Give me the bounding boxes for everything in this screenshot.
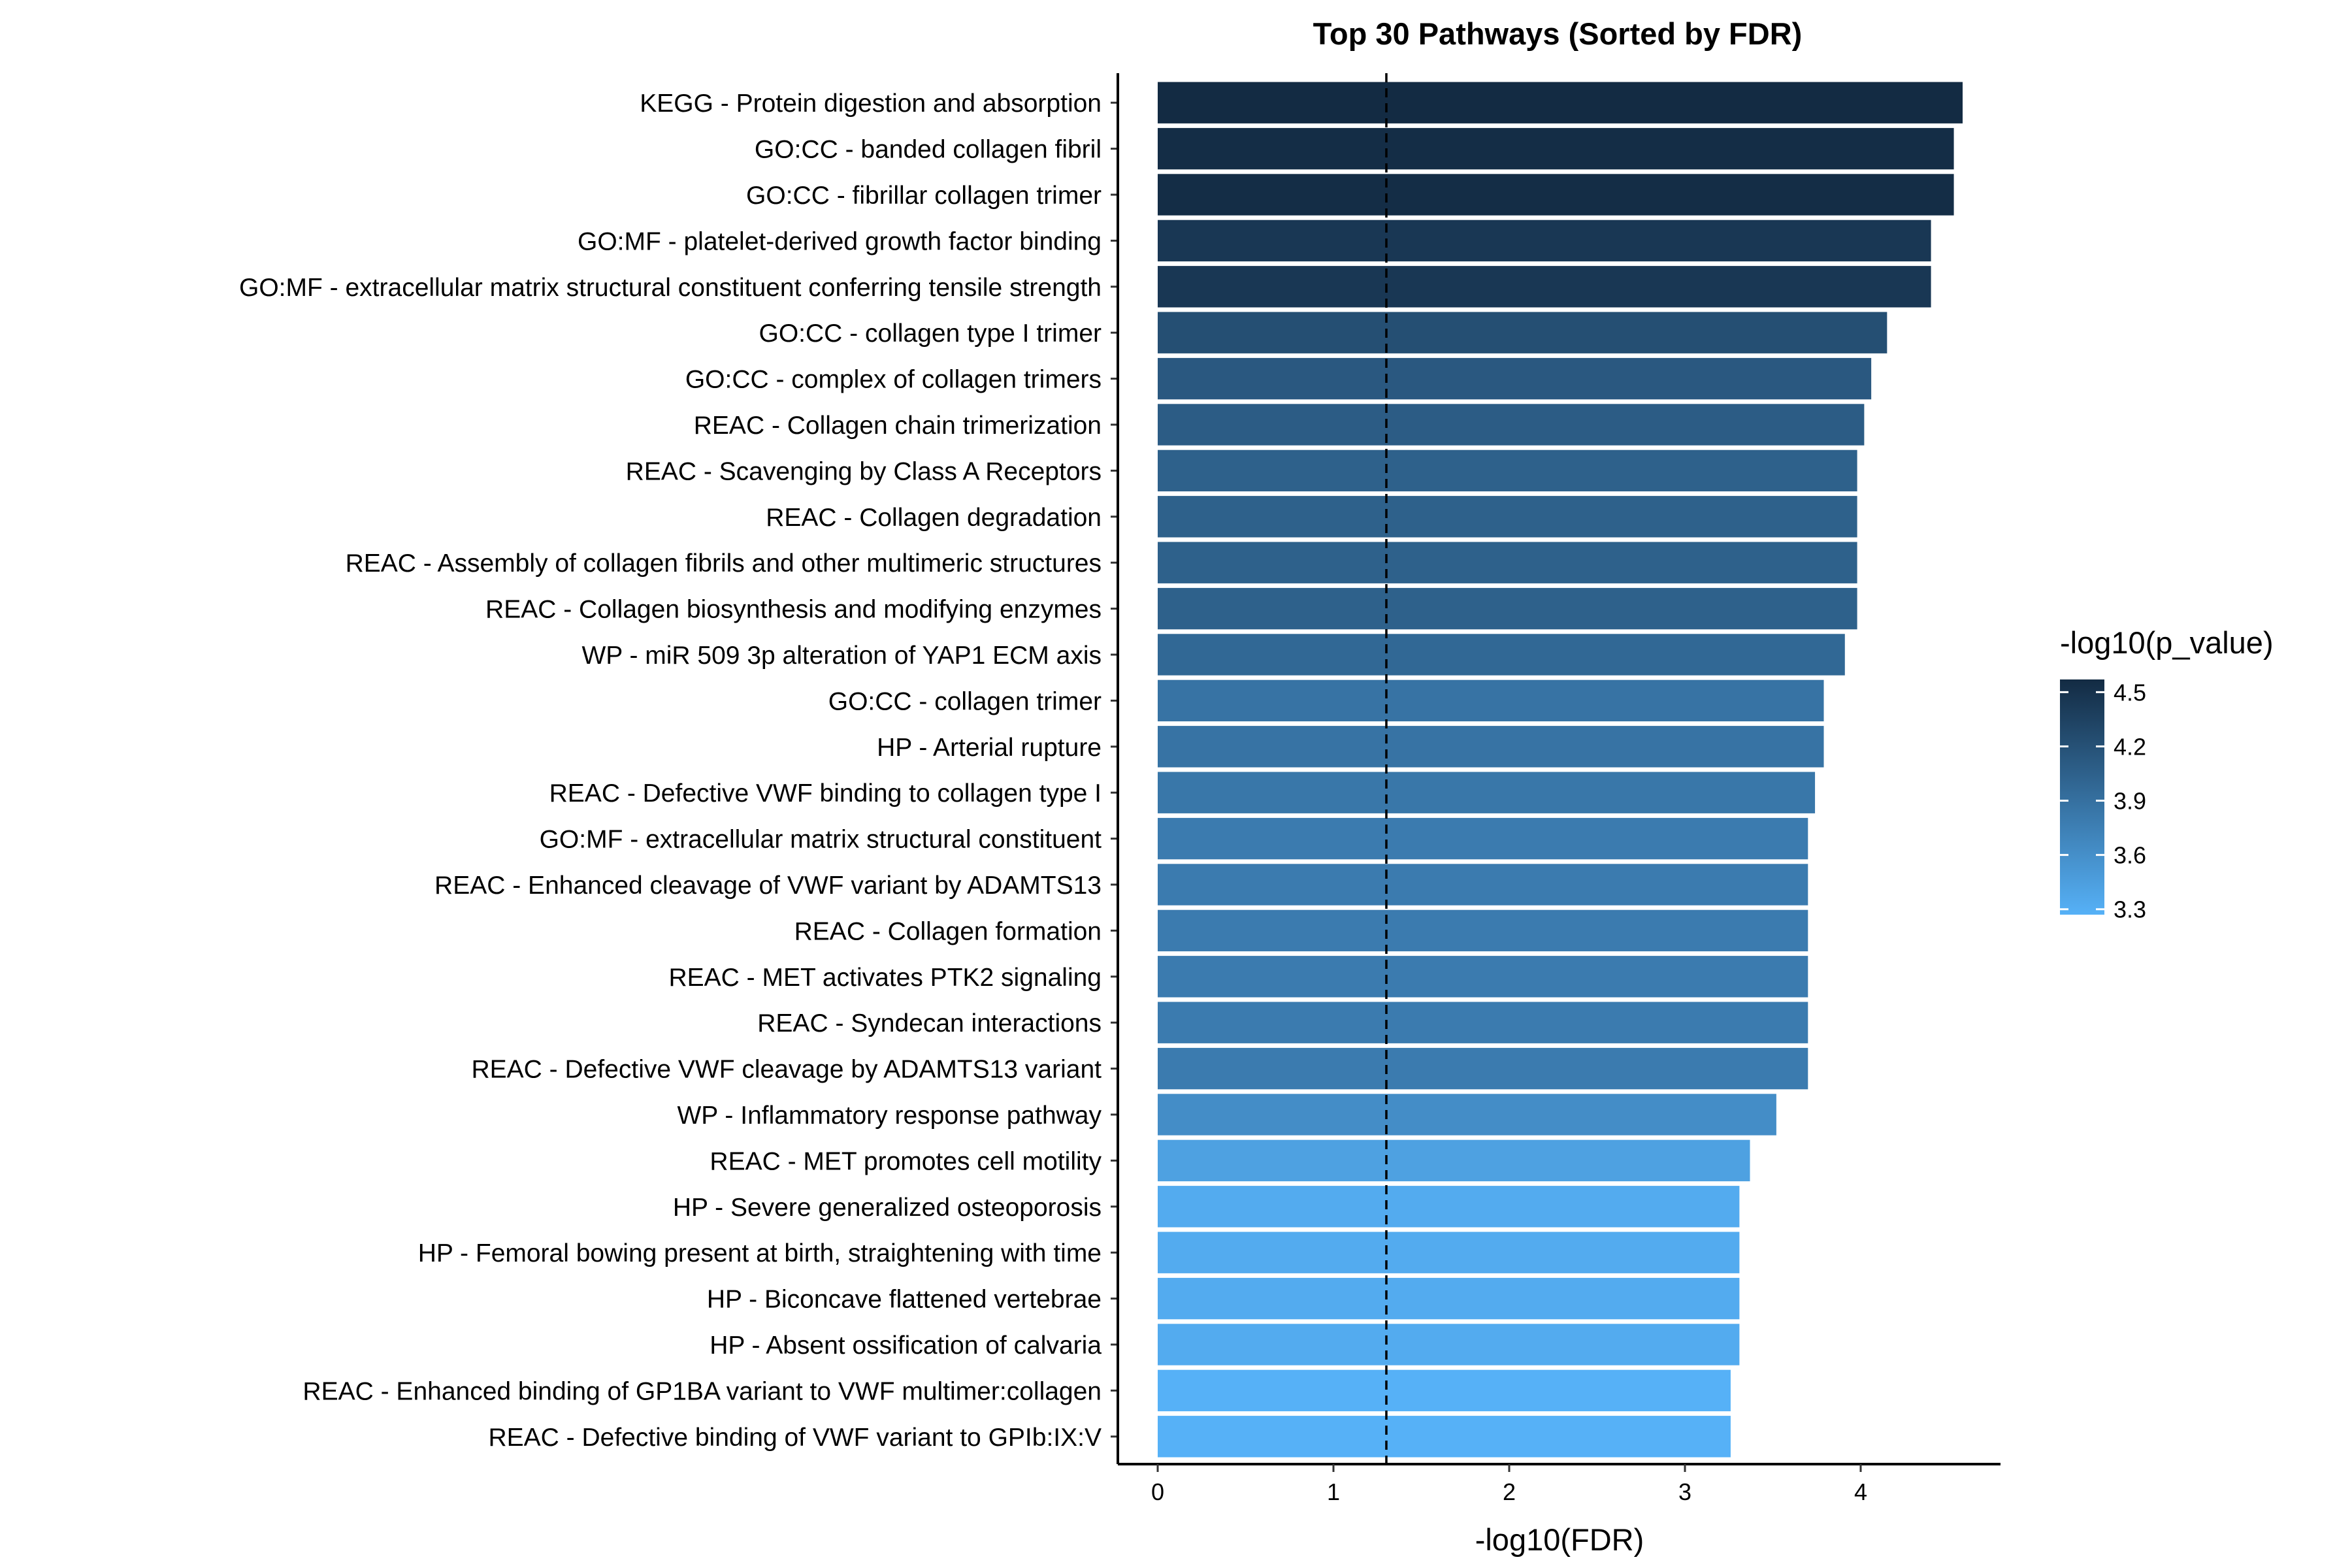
bar-28 [1158,1324,1740,1365]
category-label-19: REAC - Collagen formation [794,917,1102,945]
bar-13 [1158,634,1845,676]
bar-24 [1158,1139,1750,1182]
category-label-22: REAC - Defective VWF cleavage by ADAMTS1… [471,1056,1102,1084]
category-labels: KEGG - Protein digestion and absorption G… [239,90,1118,1452]
category-label-24: REAC - MET promotes cell motility [710,1147,1102,1175]
bar-25 [1158,1186,1740,1228]
colorbar-legend: -log10(p_value) 4.5 4.2 3.9 3.6 3.3 [2060,625,2274,923]
x-tick-label-2: 2 [1503,1478,1516,1505]
x-axis-ticks: 0 1 2 3 4 [1151,1464,1867,1505]
category-label-10: REAC - Collagen degradation [766,504,1102,532]
category-label-14: GO:CC - collagen trimer [828,687,1102,715]
legend-title: -log10(p_value) [2060,625,2274,660]
bar-17 [1158,817,1808,860]
bar-3 [1158,174,1954,216]
chart-title: Top 30 Pathways (Sorted by FDR) [1313,16,1803,51]
bar-7 [1158,357,1872,400]
bar-20 [1158,956,1808,998]
bar-9 [1158,449,1857,492]
bar-26 [1158,1232,1740,1273]
category-label-4: GO:MF - platelet-derived growth factor b… [578,227,1102,255]
bar-21 [1158,1002,1808,1043]
category-label-16: REAC - Defective VWF binding to collagen… [549,779,1102,808]
category-label-12: REAC - Collagen biosynthesis and modifyi… [485,596,1102,624]
x-tick-label-4: 4 [1854,1478,1867,1505]
x-tick-label-3: 3 [1678,1478,1691,1505]
category-label-20: REAC - MET activates PTK2 signaling [668,964,1102,992]
legend-tick-label-1: 4.2 [2114,733,2146,760]
category-label-5: GO:MF - extracellular matrix structural … [239,274,1102,302]
colorbar [2060,679,2104,915]
category-label-25: HP - Severe generalized osteoporosis [673,1194,1102,1222]
bar-29 [1158,1369,1731,1412]
bar-10 [1158,496,1857,538]
bar-27 [1158,1277,1740,1320]
bar-6 [1158,312,1887,353]
category-label-29: REAC - Enhanced binding of GP1BA variant… [302,1377,1102,1405]
x-tick-label-0: 0 [1151,1478,1164,1505]
category-label-18: REAC - Enhanced cleavage of VWF variant … [434,872,1102,900]
category-label-2: GO:CC - banded collagen fibril [755,136,1102,164]
category-label-23: WP - Inflammatory response pathway [677,1102,1102,1130]
category-label-13: WP - miR 509 3p alteration of YAP1 ECM a… [581,642,1102,670]
category-label-3: GO:CC - fibrillar collagen trimer [746,182,1102,210]
bar-4 [1158,220,1931,262]
legend-tick-label-0: 4.5 [2114,679,2146,706]
bar-12 [1158,587,1857,630]
legend-ticks: 4.5 4.2 3.9 3.6 3.3 [2060,679,2146,923]
bar-14 [1158,679,1824,722]
bar-5 [1158,266,1931,308]
category-label-9: REAC - Scavenging by Class A Receptors [626,457,1102,485]
bar-16 [1158,772,1816,813]
bar-19 [1158,909,1808,952]
bar-18 [1158,864,1808,906]
legend-tick-label-4: 3.3 [2114,896,2146,923]
category-label-7: GO:CC - complex of collagen trimers [685,366,1102,394]
category-label-8: REAC - Collagen chain trimerization [694,412,1102,440]
bar-8 [1158,404,1865,446]
category-label-28: HP - Absent ossification of calvaria [710,1331,1102,1360]
category-label-11: REAC - Assembly of collagen fibrils and … [346,549,1102,578]
bars-group [1158,82,1963,1458]
bar-2 [1158,127,1954,170]
category-label-17: GO:MF - extracellular matrix structural … [540,826,1102,854]
category-label-21: REAC - Syndecan interactions [757,1009,1102,1037]
bar-23 [1158,1094,1776,1135]
bar-15 [1158,726,1824,768]
category-label-27: HP - Biconcave flattened vertebrae [707,1286,1102,1314]
category-label-26: HP - Femoral bowing present at birth, st… [418,1239,1102,1267]
bar-22 [1158,1047,1808,1090]
legend-tick-label-3: 3.6 [2114,842,2146,869]
x-axis-title: -log10(FDR) [1475,1522,1644,1557]
bar-30 [1158,1416,1731,1458]
category-label-1: KEGG - Protein digestion and absorption [640,90,1102,118]
x-tick-label-1: 1 [1327,1478,1340,1505]
legend-tick-label-2: 3.9 [2114,788,2146,815]
bar-11 [1158,542,1857,583]
category-label-30: REAC - Defective binding of VWF variant … [488,1424,1102,1452]
category-label-6: GO:CC - collagen type I trimer [759,319,1102,348]
category-label-15: HP - Arterial rupture [877,734,1102,762]
bar-1 [1158,82,1963,123]
